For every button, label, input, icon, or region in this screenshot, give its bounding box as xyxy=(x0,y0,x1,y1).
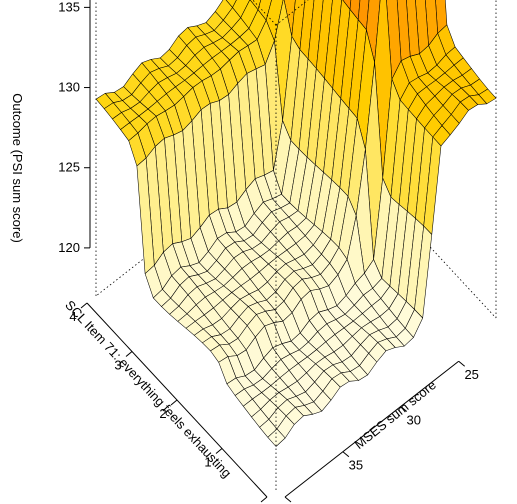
z-tick-label: 130 xyxy=(58,80,80,95)
y-tick xyxy=(125,351,133,357)
surface-mesh xyxy=(95,0,497,447)
surface-facet xyxy=(249,0,262,11)
axes: 1201251301351401450123425303540 xyxy=(58,0,479,504)
x-tick-label: 35 xyxy=(349,458,363,473)
x-tick-label: 30 xyxy=(407,412,421,427)
x-tick-label: 25 xyxy=(464,367,478,382)
y-tick-label: 2 xyxy=(159,406,166,421)
y-tick xyxy=(170,399,178,406)
x-tick xyxy=(400,406,408,412)
y-tick xyxy=(80,302,88,309)
y-tick-label: 3 xyxy=(114,358,121,373)
y-tick-label: 4 xyxy=(69,309,76,324)
z-tick-label: 120 xyxy=(58,240,80,255)
y-tick-label: 1 xyxy=(204,455,211,470)
z-axis-title: Outcome (PSI sum score) xyxy=(10,93,25,243)
x-tick xyxy=(458,360,466,367)
y-tick xyxy=(215,448,223,454)
y-tick xyxy=(260,496,268,503)
x-axis-line xyxy=(284,360,459,498)
surface-facet xyxy=(267,428,286,447)
x-tick xyxy=(342,451,350,458)
box-front-edges xyxy=(95,0,497,490)
x-tick xyxy=(284,496,292,503)
z-tick-label: 135 xyxy=(58,0,80,14)
x-axis-title: MSES sum score xyxy=(351,377,438,452)
z-tick-label: 125 xyxy=(58,160,80,175)
box-back-edge xyxy=(95,123,317,297)
